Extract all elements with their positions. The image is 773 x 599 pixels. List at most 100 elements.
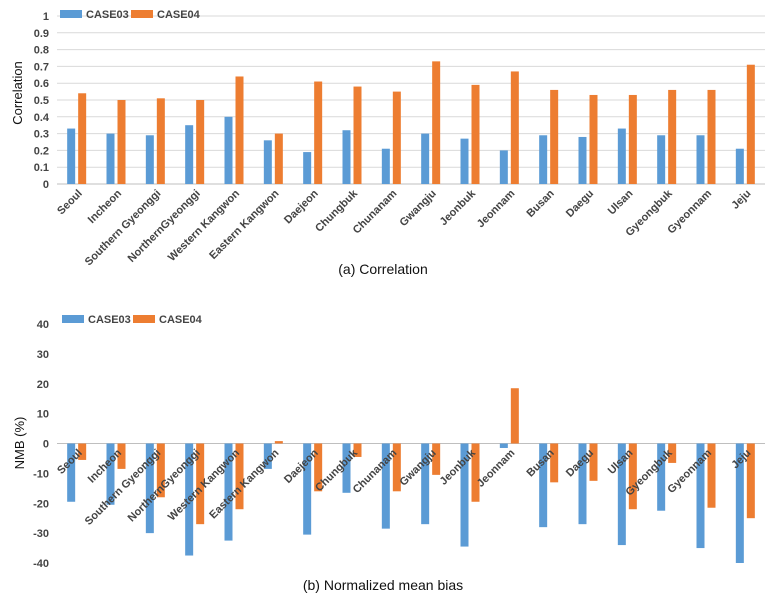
bar-case04-busan bbox=[550, 89, 559, 184]
legend-label-case03: CASE03 bbox=[86, 9, 129, 21]
bar-case04-western-kangwon bbox=[235, 443, 244, 510]
bar-case03-seoul bbox=[67, 128, 76, 184]
nmb-chart: -40 -30 -20 -10 0 10 20 30 40 Seoul IncheonSouthe… bbox=[12, 314, 765, 593]
bar-case04-jeonbuk bbox=[471, 84, 480, 184]
y-tick-label: 0.1 bbox=[34, 162, 49, 174]
bar-case04-gwangju bbox=[432, 61, 441, 184]
bar-case03-busan bbox=[539, 443, 548, 528]
x-tick-label-ulsan: Ulsan bbox=[606, 187, 636, 217]
x-tick-label-jeju: Jeju bbox=[729, 188, 753, 212]
x-tick-label-jeonnam: Jeonnam bbox=[475, 187, 518, 230]
nmb-bars bbox=[67, 388, 755, 563]
bar-case04-seoul bbox=[78, 443, 87, 460]
x-tick-label-busan: Busan bbox=[525, 187, 557, 219]
bar-case04-eastern-kangwon bbox=[274, 133, 283, 184]
bar-case03-gwangju bbox=[421, 443, 430, 525]
legend-swatch-case04 bbox=[133, 315, 155, 323]
bar-case04-jeonnam bbox=[510, 388, 519, 444]
x-tick-label-western-kangwon: Western Kangwon bbox=[166, 187, 242, 263]
bar-case03-jeonbuk bbox=[460, 443, 469, 547]
bar-case04-chunanam bbox=[392, 443, 401, 492]
y-tick-label: 1 bbox=[43, 11, 49, 23]
legend-label-case03: CASE03 bbox=[88, 314, 131, 326]
bar-case03-incheon bbox=[106, 443, 115, 505]
x-tick-label-daegu: Daegu bbox=[564, 188, 596, 220]
x-tick-label-gwangju: Gwangju bbox=[397, 188, 438, 229]
x-tick-label-eastern-kangwon: Eastern Kangwon bbox=[207, 187, 281, 261]
correlation-y-tick-labels: 0 0.1 0.2 0.3 0.4 0.5 0.6 0.7 0.8 0.9 1 bbox=[34, 11, 50, 191]
bar-case03-gyeonnam bbox=[696, 135, 705, 184]
y-tick-label: 0.2 bbox=[34, 145, 49, 157]
y-tick-label: 40 bbox=[37, 319, 49, 331]
legend-swatch-case04 bbox=[131, 10, 153, 18]
bar-case04-chunanam bbox=[392, 91, 401, 184]
bar-case04-daegu bbox=[589, 443, 598, 481]
bar-case04-daegu bbox=[589, 94, 598, 184]
bar-case03-eastern-kangwon bbox=[263, 443, 272, 469]
y-tick-label: 0.6 bbox=[34, 78, 49, 90]
bar-case03-ulsan bbox=[617, 443, 626, 546]
bar-case04-gwangju bbox=[432, 443, 441, 475]
y-tick-label: -20 bbox=[33, 498, 49, 510]
x-tick-label-eastern-kangwon: Eastern Kangwon bbox=[207, 447, 281, 521]
bar-case03-northerngyeonggi bbox=[185, 443, 194, 556]
correlation-chart: 0 0.1 0.2 0.3 0.4 0.5 0.6 0.7 0.8 0.9 1 Seoul Inche… bbox=[10, 9, 765, 277]
bar-case03-chungbuk bbox=[342, 130, 351, 184]
x-tick-label-jeonbuk: Jeonbuk bbox=[438, 187, 479, 228]
bar-case03-northerngyeonggi bbox=[185, 125, 194, 184]
bar-case04-jeonbuk bbox=[471, 443, 480, 502]
y-tick-label: -10 bbox=[33, 468, 49, 480]
x-tick-label-northerngyeonggi: NorthernGyeonggi bbox=[126, 188, 203, 265]
bar-case03-jeonbuk bbox=[460, 138, 469, 184]
bar-case03-seoul bbox=[67, 443, 76, 502]
bar-case04-western-kangwon bbox=[235, 76, 244, 184]
x-tick-label-southern-gyeonggi: Southern Gyeonggi bbox=[83, 188, 164, 269]
bar-case03-gyeongbuk bbox=[657, 135, 666, 184]
bar-case04-incheon bbox=[117, 443, 126, 469]
bar-case04-daejeon bbox=[314, 443, 323, 492]
correlation-caption: (a) Correlation bbox=[338, 261, 427, 277]
y-tick-label: 0.7 bbox=[34, 61, 49, 73]
legend-label-case04: CASE04 bbox=[157, 9, 201, 21]
bar-case03-daegu bbox=[578, 136, 587, 184]
bar-case03-chunanam bbox=[381, 443, 390, 529]
bar-case03-jeju bbox=[735, 148, 744, 184]
bar-case04-jeju bbox=[746, 64, 755, 184]
legend-swatch-case03 bbox=[60, 10, 82, 18]
y-tick-label: 0.8 bbox=[34, 45, 49, 57]
y-tick-label: 0.5 bbox=[34, 95, 49, 107]
bar-case04-jeonnam bbox=[510, 71, 519, 184]
correlation-gridlines bbox=[57, 15, 765, 185]
nmb-y-axis-label: NMB (%) bbox=[12, 417, 27, 470]
bar-case04-gyeonnam bbox=[707, 89, 716, 184]
bar-case03-southern-gyeonggi bbox=[145, 135, 154, 184]
bar-case03-chunanam bbox=[381, 148, 390, 184]
nmb-caption: (b) Normalized mean bias bbox=[303, 577, 463, 593]
y-tick-label: 30 bbox=[37, 349, 49, 361]
y-tick-label: -40 bbox=[33, 558, 49, 570]
y-tick-label: 0 bbox=[43, 439, 49, 451]
bar-case04-gyeonnam bbox=[707, 443, 716, 508]
correlation-bars bbox=[67, 61, 755, 184]
bar-case03-chungbuk bbox=[342, 443, 351, 493]
bar-case04-chungbuk bbox=[353, 443, 362, 457]
bar-case03-gyeongbuk bbox=[657, 443, 666, 511]
correlation-y-axis-label: Correlation bbox=[10, 61, 25, 125]
x-tick-label-seoul: Seoul bbox=[55, 188, 85, 218]
bar-case03-jeju bbox=[735, 443, 744, 563]
bar-case04-northerngyeonggi bbox=[196, 443, 205, 525]
bar-case04-chungbuk bbox=[353, 86, 362, 184]
y-tick-label: 0.3 bbox=[34, 129, 49, 141]
bar-case04-eastern-kangwon bbox=[274, 441, 283, 444]
bar-case04-busan bbox=[550, 443, 559, 483]
correlation-legend: CASE03 CASE04 bbox=[60, 9, 201, 21]
bar-case04-northerngyeonggi bbox=[196, 100, 205, 184]
bar-case04-ulsan bbox=[628, 94, 637, 184]
bar-case03-western-kangwon bbox=[224, 443, 233, 541]
y-tick-label: 0.4 bbox=[34, 112, 50, 124]
nmb-y-tick-labels: -40 -30 -20 -10 0 10 20 30 40 bbox=[33, 319, 49, 570]
bar-case03-busan bbox=[539, 135, 548, 184]
x-tick-label-jeonnam: Jeonnam bbox=[475, 447, 518, 490]
bar-case03-eastern-kangwon bbox=[263, 140, 272, 184]
